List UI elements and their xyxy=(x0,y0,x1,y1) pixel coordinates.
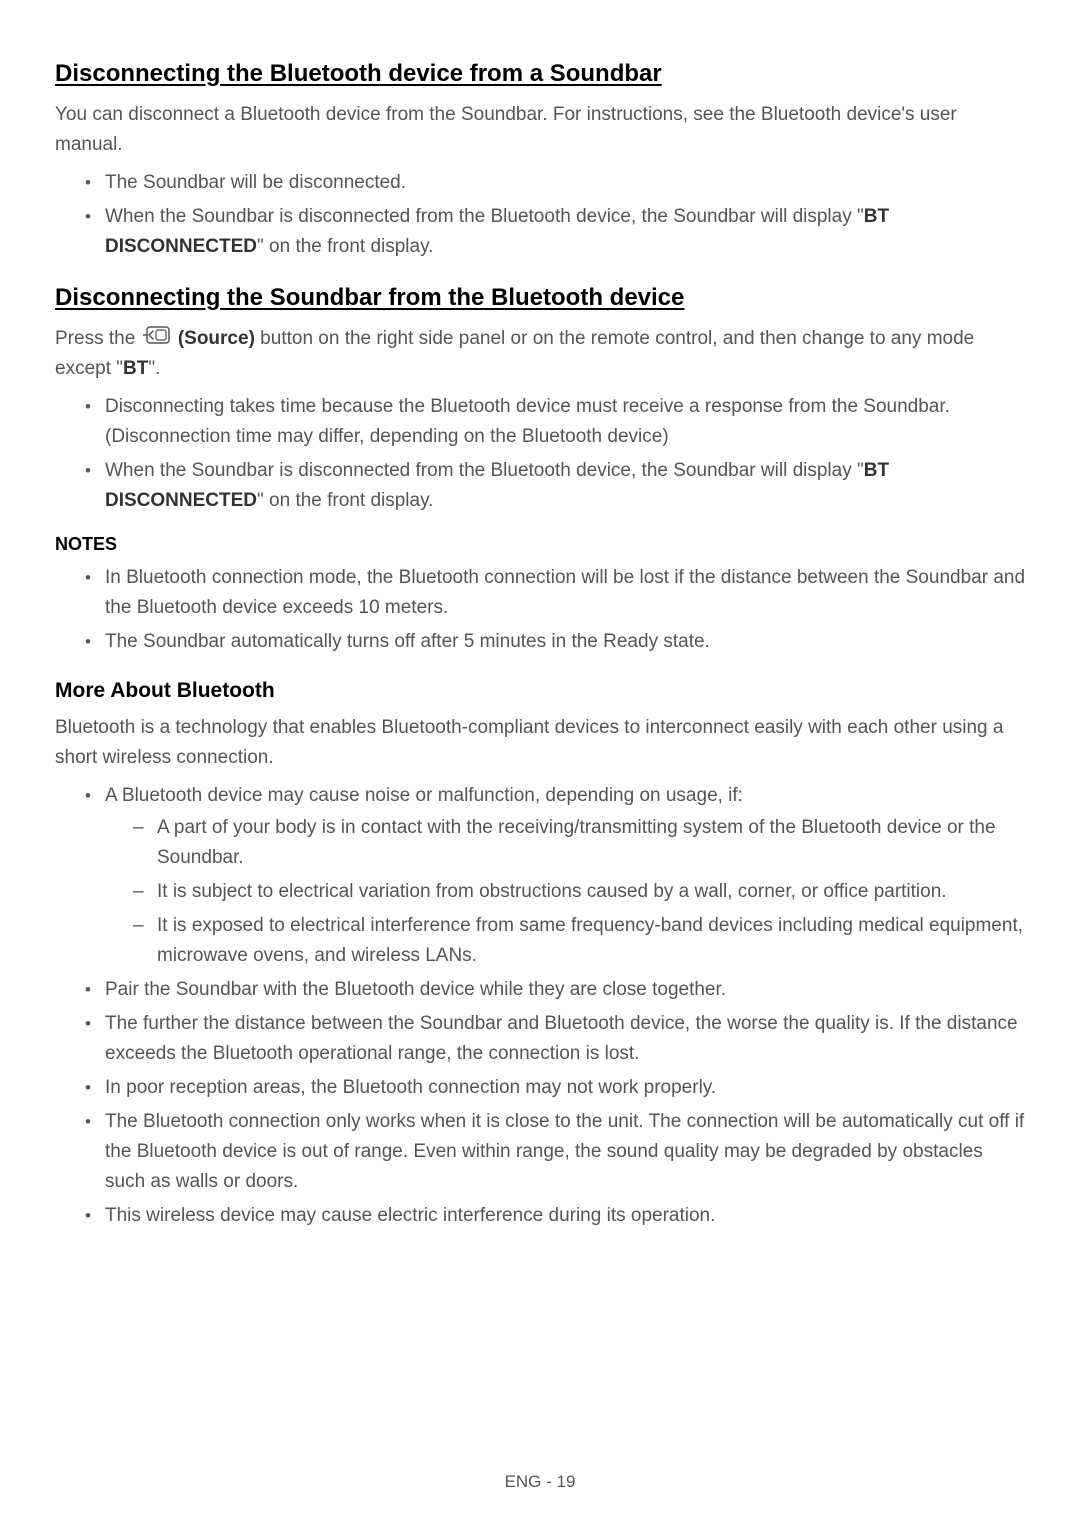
text-fragment: A Bluetooth device may cause noise or ma… xyxy=(105,785,743,806)
sub-list-item: It is subject to electrical variation fr… xyxy=(133,877,1025,907)
list-item: When the Soundbar is disconnected from t… xyxy=(85,456,1025,516)
list-item: This wireless device may cause electric … xyxy=(85,1201,1025,1231)
sub-list-item: A part of your body is in contact with t… xyxy=(133,813,1025,873)
page-footer: ENG - 19 xyxy=(0,1472,1080,1492)
text-fragment: When the Soundbar is disconnected from t… xyxy=(105,460,864,481)
intro-disconnect-soundbar: Press the (Source) button on the right s… xyxy=(55,324,1025,384)
text-fragment: ". xyxy=(148,358,160,379)
list-item: The Bluetooth connection only works when… xyxy=(85,1107,1025,1197)
bold-text: BT xyxy=(123,358,148,379)
bold-text: (Source) xyxy=(178,328,255,349)
intro-more-bluetooth: Bluetooth is a technology that enables B… xyxy=(55,713,1025,773)
section-disconnect-device: Disconnecting the Bluetooth device from … xyxy=(55,60,1025,262)
section-disconnect-soundbar: Disconnecting the Soundbar from the Blue… xyxy=(55,284,1025,657)
text-fragment: " on the front display. xyxy=(257,490,433,511)
source-icon xyxy=(143,324,171,354)
text-fragment: " on the front display. xyxy=(257,236,433,257)
bullets-disconnect-soundbar: Disconnecting takes time because the Blu… xyxy=(55,392,1025,516)
list-item: Disconnecting takes time because the Blu… xyxy=(85,392,1025,452)
list-item: The further the distance between the Sou… xyxy=(85,1009,1025,1069)
sub-list-item: It is exposed to electrical interference… xyxy=(133,911,1025,971)
list-item: The Soundbar will be disconnected. xyxy=(85,168,1025,198)
section-more-bluetooth: More About Bluetooth Bluetooth is a tech… xyxy=(55,679,1025,1231)
heading-disconnect-soundbar: Disconnecting the Soundbar from the Blue… xyxy=(55,284,1025,312)
bullets-notes: In Bluetooth connection mode, the Blueto… xyxy=(55,563,1025,657)
text-fragment: When the Soundbar is disconnected from t… xyxy=(105,206,864,227)
notes-heading: NOTES xyxy=(55,534,1025,555)
list-item: A Bluetooth device may cause noise or ma… xyxy=(85,781,1025,971)
sub-list: A part of your body is in contact with t… xyxy=(105,813,1025,971)
intro-disconnect-device: You can disconnect a Bluetooth device fr… xyxy=(55,100,1025,160)
list-item: In Bluetooth connection mode, the Blueto… xyxy=(85,563,1025,623)
list-item: When the Soundbar is disconnected from t… xyxy=(85,202,1025,262)
list-item: The Soundbar automatically turns off aft… xyxy=(85,627,1025,657)
heading-disconnect-device: Disconnecting the Bluetooth device from … xyxy=(55,60,1025,88)
bullets-disconnect-device: The Soundbar will be disconnected. When … xyxy=(55,168,1025,262)
heading-more-bluetooth: More About Bluetooth xyxy=(55,679,1025,703)
list-item: In poor reception areas, the Bluetooth c… xyxy=(85,1073,1025,1103)
bullets-more-bluetooth: A Bluetooth device may cause noise or ma… xyxy=(55,781,1025,1231)
text-fragment: Press the xyxy=(55,328,141,349)
list-item: Pair the Soundbar with the Bluetooth dev… xyxy=(85,975,1025,1005)
